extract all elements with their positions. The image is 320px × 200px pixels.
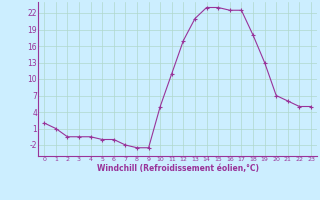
X-axis label: Windchill (Refroidissement éolien,°C): Windchill (Refroidissement éolien,°C) [97,164,259,173]
